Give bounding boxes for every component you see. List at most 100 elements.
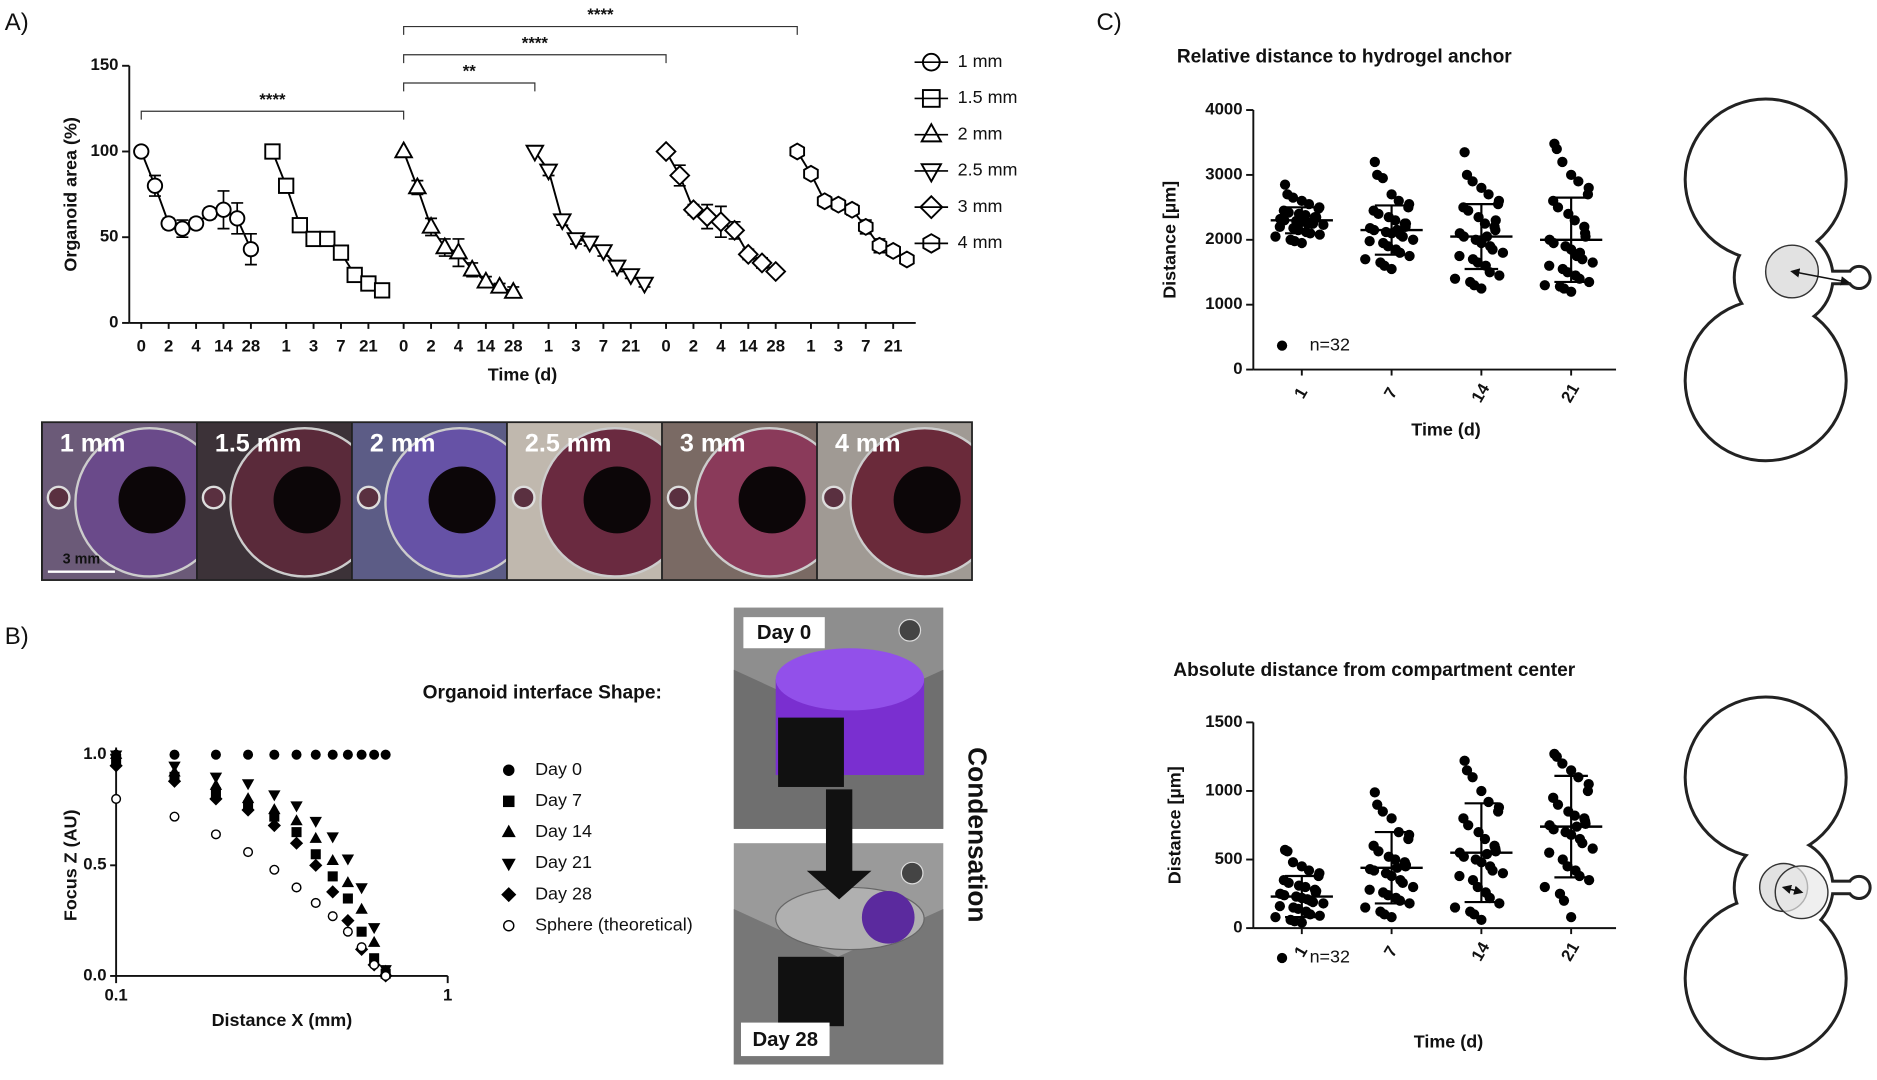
marker — [305, 230, 322, 248]
data-point — [1454, 870, 1465, 882]
chart-title: Organoid interface Shape: — [423, 683, 662, 704]
legend-label: Day 0 — [535, 759, 582, 779]
photo-anchor — [821, 485, 846, 510]
data-point — [1558, 895, 1570, 906]
data-point — [1492, 806, 1504, 817]
marker — [803, 164, 819, 183]
legend-marker — [501, 887, 517, 903]
data-point — [291, 827, 302, 838]
x-tick-label: 28 — [242, 336, 261, 355]
photo-strip: 1 mm 1.5 mm 2 mm 2.5 mm 3 mm 4 mm 3 mm — [40, 421, 973, 581]
marker — [360, 275, 377, 292]
photo-label: 1 mm — [60, 430, 126, 458]
data-point — [1539, 881, 1550, 893]
marker — [552, 213, 573, 231]
data-point — [267, 818, 281, 833]
data-point — [1394, 247, 1406, 258]
legend-label: Sphere (theoretical) — [535, 914, 693, 934]
render-panel: Day 0 Day 28 Condensation — [733, 607, 993, 1065]
marker — [373, 282, 391, 299]
data-point — [1313, 203, 1324, 214]
data-point — [1544, 847, 1555, 858]
data-point — [167, 774, 182, 788]
x-tick-label: 3 — [309, 336, 318, 355]
marker — [421, 215, 441, 234]
photo-organoid — [583, 466, 651, 534]
legend-marker — [1276, 952, 1288, 964]
data-point — [327, 911, 338, 922]
marker — [655, 140, 677, 163]
data-point — [369, 749, 380, 760]
marker — [503, 281, 524, 299]
legend-label: Day 14 — [535, 821, 592, 841]
data-point — [1283, 877, 1294, 888]
data-point — [209, 772, 223, 784]
photo — [41, 422, 197, 581]
data-point — [1557, 156, 1568, 168]
data-point — [1386, 189, 1397, 200]
legend-label: 2 mm — [958, 123, 1003, 143]
photo-label: 3 mm — [680, 430, 746, 458]
data-point — [1283, 207, 1294, 218]
y-tick-label: 1000 — [1205, 294, 1242, 313]
data-point — [168, 761, 181, 773]
marker — [524, 144, 545, 163]
photo-organoid — [738, 466, 806, 534]
photo — [196, 422, 352, 581]
data-point — [1318, 898, 1329, 909]
data-point — [1407, 234, 1419, 245]
data-point — [1483, 189, 1494, 200]
data-point — [1582, 785, 1594, 797]
data-point — [169, 749, 180, 760]
y-axis-label: Distance [µm] — [1164, 766, 1184, 884]
data-point — [1274, 901, 1286, 912]
photo — [506, 422, 662, 581]
y-tick-label: 0.5 — [83, 855, 106, 874]
data-point — [1318, 219, 1329, 231]
data-point — [1303, 865, 1315, 876]
x-tick-label: 3 — [571, 336, 580, 355]
marker — [751, 252, 773, 274]
data-point — [1270, 231, 1281, 242]
data-point — [1360, 902, 1371, 913]
y-tick-label: 4000 — [1205, 99, 1242, 118]
marker — [475, 270, 496, 289]
data-point — [1484, 892, 1495, 904]
data-point — [309, 816, 322, 828]
data-point — [1404, 250, 1415, 262]
marker — [538, 163, 559, 182]
marker — [407, 176, 428, 195]
data-point — [356, 926, 367, 937]
data-point — [1494, 898, 1505, 909]
data-point — [1407, 881, 1419, 893]
significance-bracket — [403, 25, 798, 35]
data-point — [310, 849, 321, 860]
distance-arrow — [1790, 268, 1851, 286]
data-point — [109, 759, 123, 773]
sd-whisker — [1374, 831, 1409, 905]
y-tick-label: 0 — [1233, 359, 1242, 378]
data-point — [341, 914, 355, 928]
data-point — [1467, 772, 1478, 783]
y-axis-label: Organoid area (%) — [61, 117, 81, 271]
photo-organoid — [118, 466, 186, 534]
marker — [319, 230, 336, 248]
y-tick-label: 0 — [109, 312, 118, 331]
data-point — [1573, 176, 1584, 187]
data-point — [1566, 169, 1577, 181]
x-tick-label: 2 — [164, 336, 173, 355]
render-label: Day 0 — [757, 622, 811, 644]
render-shape — [775, 648, 925, 711]
x-axis-label: Distance X (mm) — [212, 1010, 353, 1030]
data-point — [210, 829, 221, 840]
x-tick-label: 2 — [689, 336, 698, 355]
data-point — [1311, 885, 1322, 897]
photo — [816, 422, 973, 581]
data-point — [269, 864, 280, 875]
legend-marker — [503, 795, 515, 808]
render-shape — [778, 717, 844, 787]
data-point — [1369, 156, 1380, 168]
x-tick-label: 21 — [621, 336, 640, 355]
marker — [620, 268, 641, 286]
marker — [593, 244, 614, 262]
